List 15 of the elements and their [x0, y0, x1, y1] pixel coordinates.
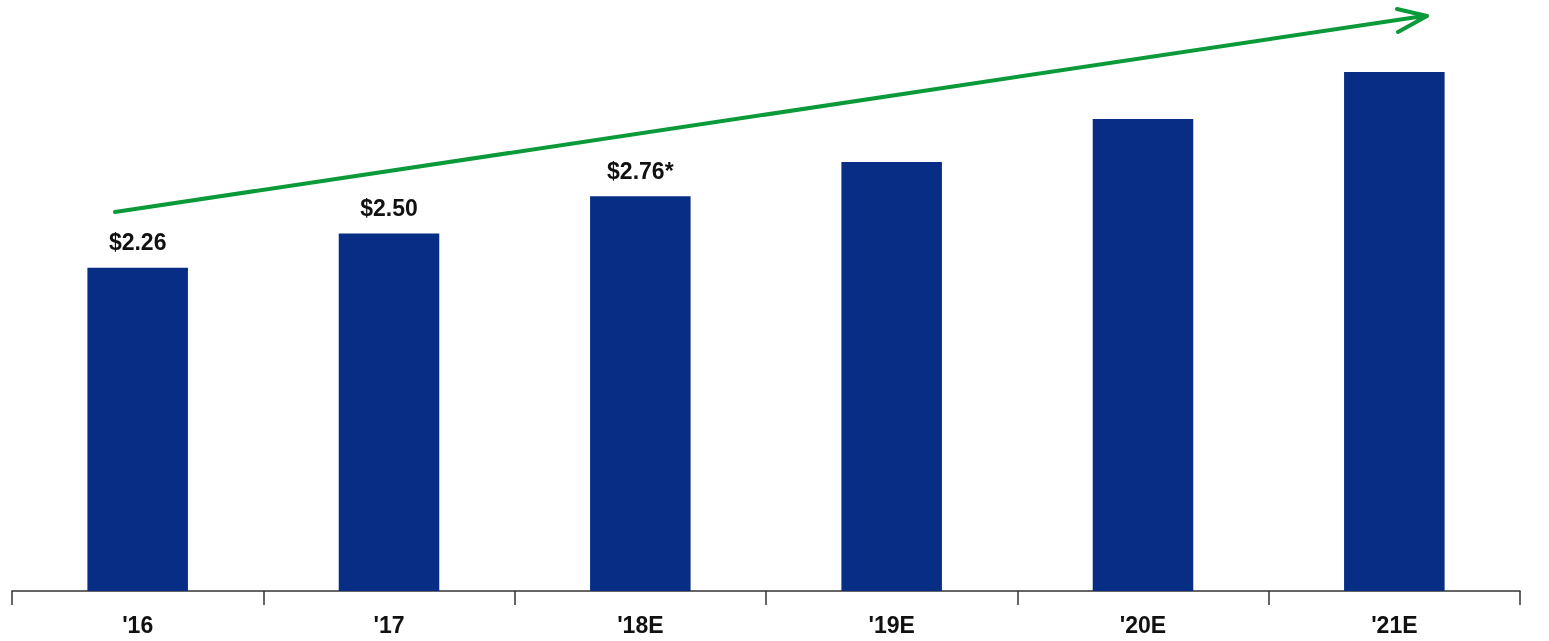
x-tick-label: '21E — [1371, 611, 1418, 638]
bar — [87, 267, 188, 591]
data-label: $2.26 — [108, 229, 167, 256]
data-label: $2.50 — [360, 195, 418, 221]
x-tick-label: '16 — [122, 611, 154, 638]
bar — [1092, 119, 1194, 591]
bar — [338, 233, 440, 591]
bar — [841, 162, 942, 591]
x-tick-label: '17 — [373, 611, 405, 638]
data-label: $2.76* — [607, 157, 674, 184]
x-tick-label: '18E — [617, 611, 664, 638]
bar — [590, 196, 691, 591]
x-tick-label: '19E — [868, 611, 915, 638]
bar — [1344, 71, 1445, 591]
x-tick-label: '20E — [1119, 611, 1167, 638]
